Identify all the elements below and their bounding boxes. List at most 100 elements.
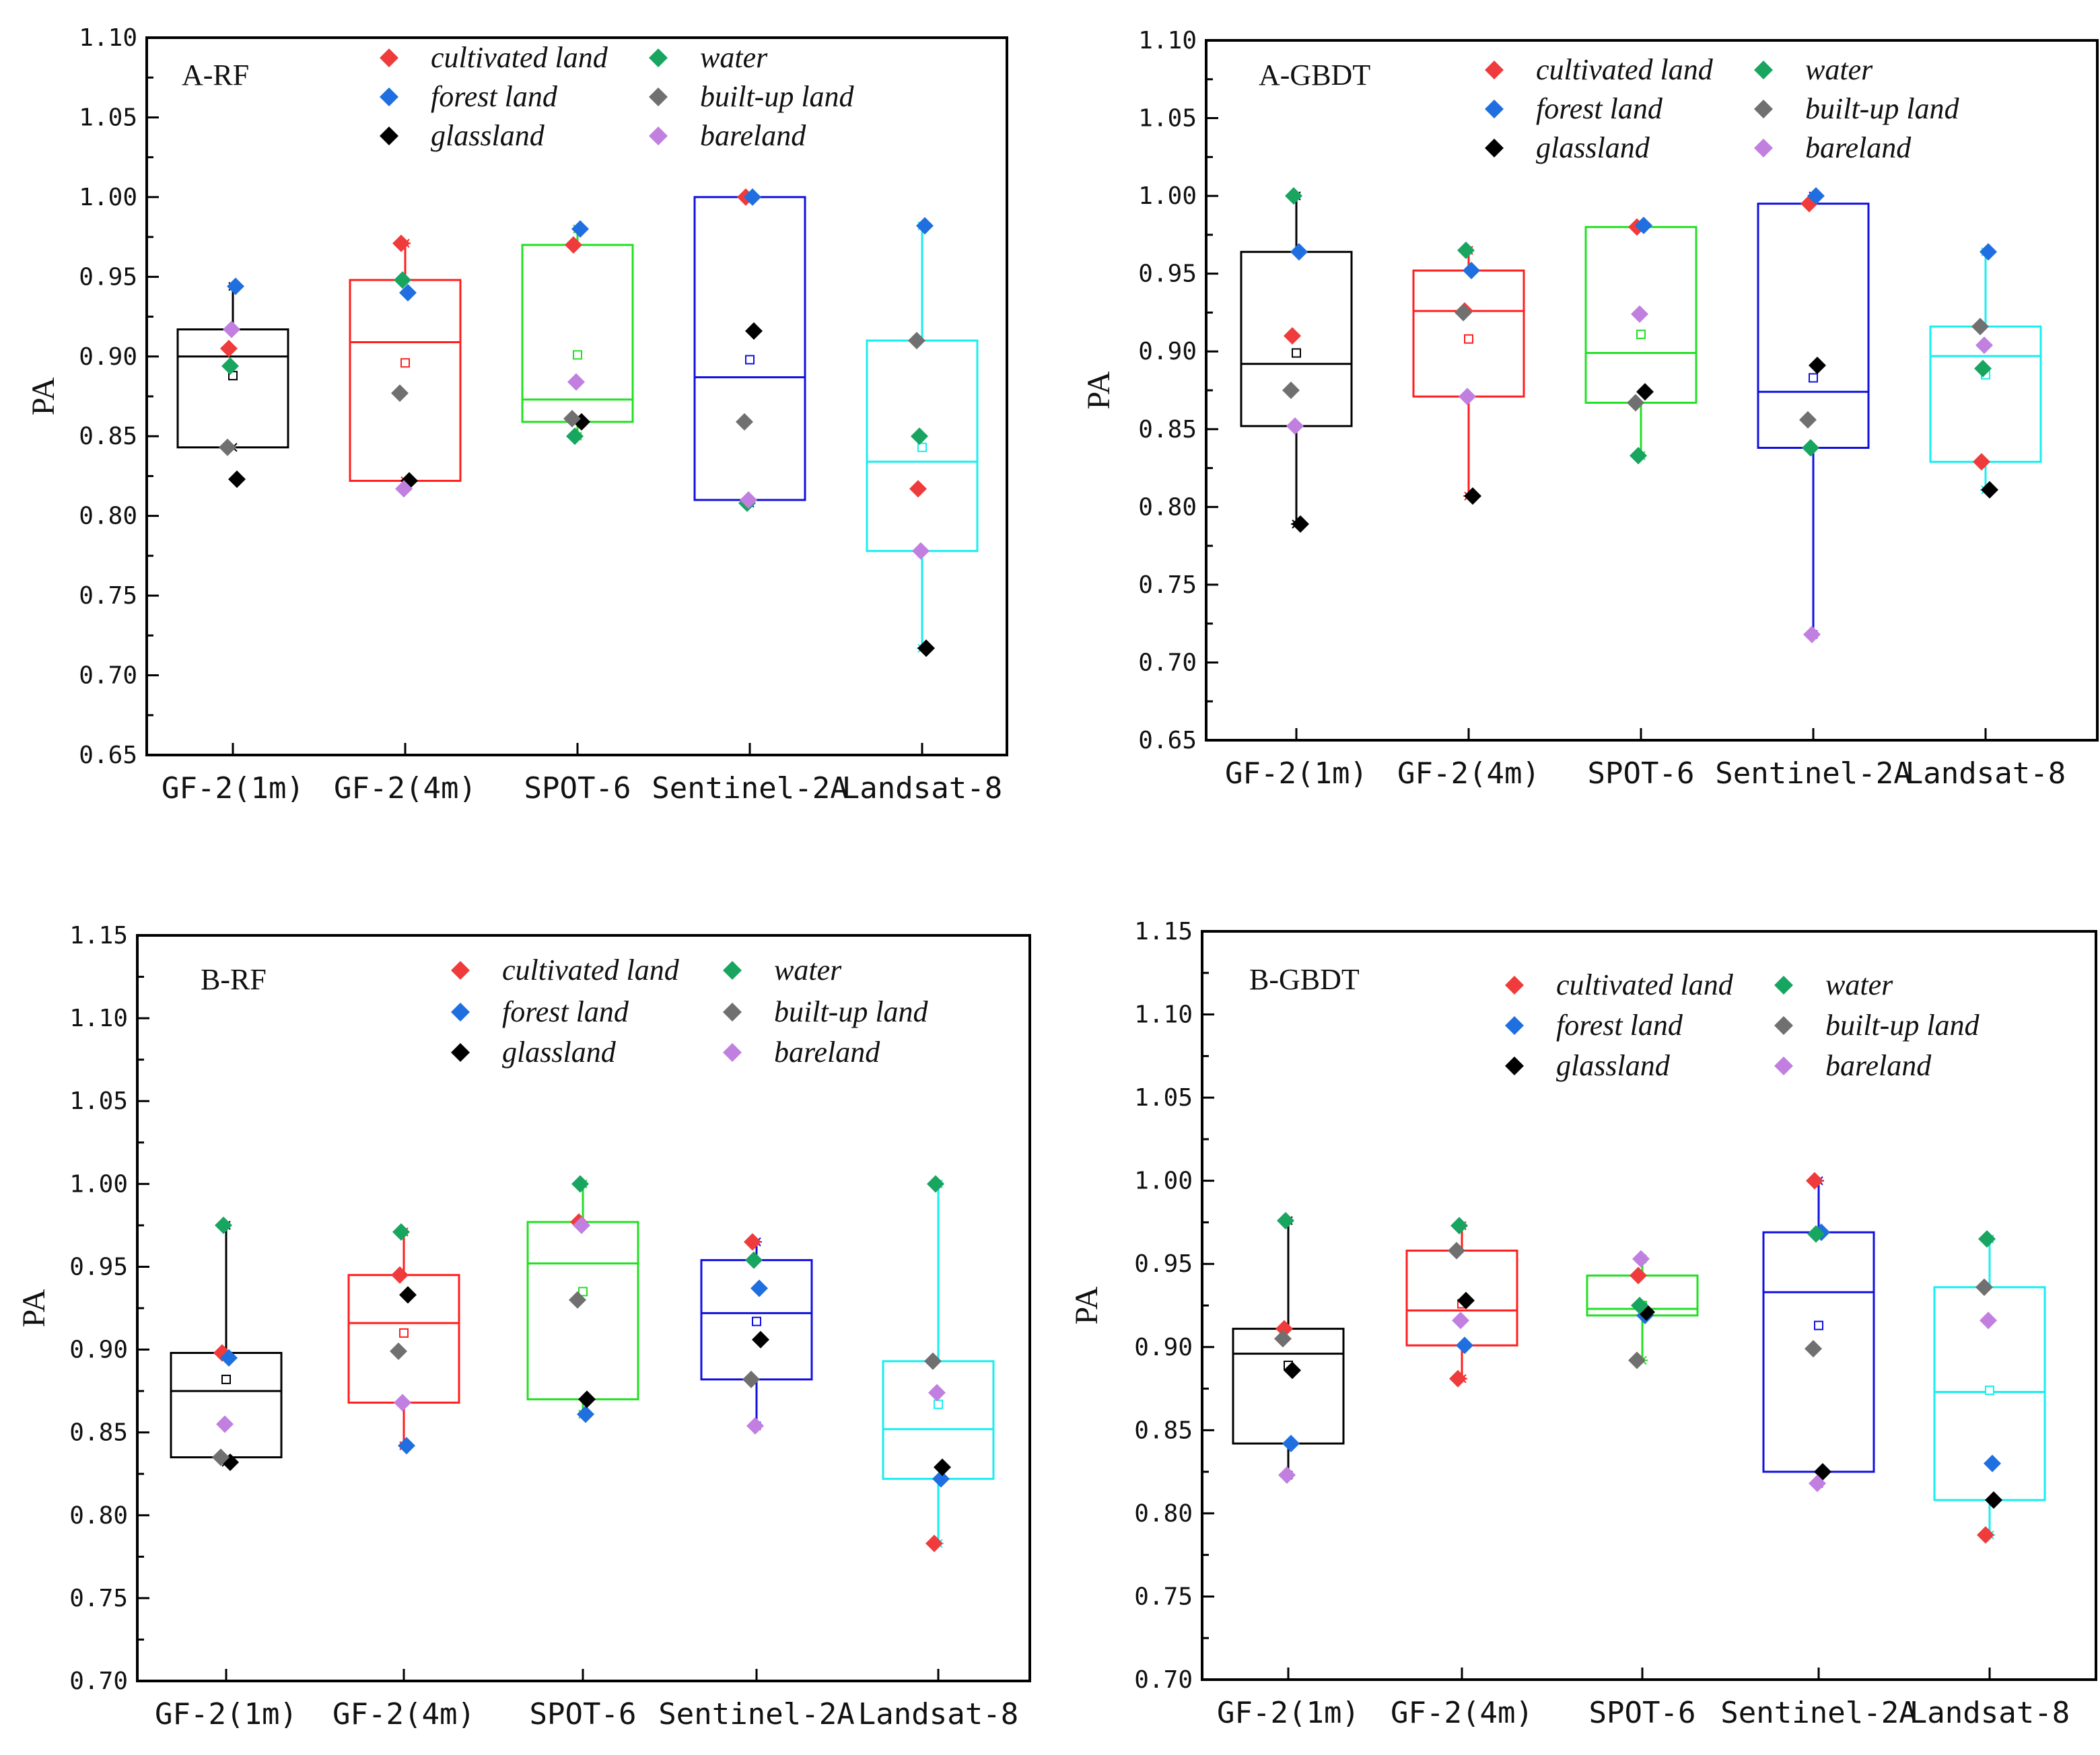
point-glassland	[578, 1390, 596, 1408]
legend: cultivated land water forest land built-up …	[451, 954, 929, 1069]
y-tick-label: 0.90	[69, 1336, 128, 1364]
mean-marker	[1985, 1386, 1994, 1396]
legend-marker-bareland	[723, 1043, 742, 1062]
box-landsat-8: Landsat-8	[842, 217, 1002, 805]
legend-label-bareland: bareland	[1825, 1049, 1932, 1082]
point-cultivated-land	[1449, 1369, 1467, 1388]
y-tick-label: 1.15	[69, 922, 128, 950]
x-tick-label: GF-2(1m)	[155, 1697, 298, 1731]
point-glassland	[917, 639, 935, 657]
y-tick-label: 0.95	[1134, 1250, 1193, 1278]
legend-label-forest-land: forest land	[1556, 1009, 1683, 1042]
point-forest-land	[1980, 243, 1997, 261]
point-water	[392, 1223, 410, 1241]
point-water	[566, 427, 584, 445]
point-built-up-land	[212, 1448, 230, 1466]
point-bareland	[1980, 1312, 1997, 1330]
panel-b-rf: 0.70 0.75 0.80 0.85 0.90 0.95 1.00 1.05 1.10 1.15…	[16, 922, 1031, 1731]
legend-marker-forest-land	[451, 1003, 470, 1022]
point-bareland	[1286, 417, 1304, 435]
point-water	[1630, 447, 1647, 465]
x-tick-label: GF-2(4m)	[332, 1697, 475, 1731]
y-tick-label: 1.00	[1134, 1168, 1193, 1195]
panel-title: A-GBDT	[1259, 59, 1370, 92]
point-glassland	[934, 1458, 951, 1476]
point-water	[1631, 1297, 1648, 1314]
box-sentinel-2a: Sentinel-2A	[658, 1233, 855, 1731]
point-forest-land	[227, 277, 244, 295]
point-forest-land	[1463, 262, 1480, 280]
legend-marker-cultivated-land	[1485, 61, 1504, 79]
point-water	[745, 1251, 763, 1269]
point-bareland	[1452, 1312, 1469, 1330]
point-forest-land	[1456, 1336, 1473, 1355]
point-water	[1285, 187, 1302, 205]
point-water	[927, 1175, 944, 1193]
y-axis-title: PA	[1081, 371, 1117, 409]
point-water	[221, 357, 239, 375]
y-tick-label: 1.10	[79, 24, 137, 52]
box-sentinel-2a: Sentinel-2A	[1720, 1172, 1917, 1730]
point-glassland	[1985, 1491, 2002, 1509]
point-cultivated-land	[1630, 1266, 1647, 1285]
y-tick-label: 0.75	[79, 582, 137, 610]
panel-title: A-RF	[182, 59, 249, 92]
y-axis-title: PA	[26, 377, 61, 415]
point-glassland	[399, 1286, 417, 1304]
x-tick-label: GF-2(4m)	[1391, 1696, 1533, 1730]
legend-label-water: water	[1805, 53, 1873, 86]
box-gf-2-1m: GF-2(1m)	[1225, 187, 1368, 791]
y-tick-label: 0.85	[69, 1419, 128, 1447]
point-water	[1450, 1217, 1468, 1235]
legend-label-water: water	[700, 41, 768, 74]
point-cultivated-land	[909, 480, 927, 498]
legend-marker-bareland	[649, 127, 668, 145]
point-glassland	[752, 1330, 769, 1349]
point-water	[394, 271, 411, 289]
legend-marker-glassland	[1485, 139, 1504, 157]
legend-marker-cultivated-land	[1505, 976, 1524, 995]
legend-label-cultivated-land: cultivated land	[431, 41, 608, 74]
point-bareland	[1631, 305, 1648, 323]
point-forest-land	[220, 1349, 238, 1367]
box-iqr	[1412, 269, 1525, 398]
y-tick-label: 1.10	[1134, 1001, 1193, 1029]
legend-marker-built-up-land	[1774, 1016, 1793, 1035]
box-iqr	[693, 196, 806, 501]
y-tick-label: 0.90	[1134, 1334, 1193, 1361]
point-cultivated-land	[1284, 327, 1301, 345]
y-axis-title: PA	[1069, 1286, 1105, 1324]
point-glassland	[1809, 357, 1826, 375]
point-built-up-land	[1448, 1242, 1465, 1260]
point-cultivated-land	[391, 1266, 409, 1284]
point-glassland	[1464, 487, 1481, 505]
point-built-up-land	[1799, 410, 1817, 429]
y-tick-label: 0.80	[69, 1502, 128, 1530]
box-gf-2-1m: GF-2(1m)	[155, 1216, 298, 1731]
box-gf-2-4m: GF-2(4m)	[332, 1223, 475, 1731]
legend-marker-water	[649, 48, 668, 67]
box-iqr	[1757, 203, 1870, 450]
y-tick-label: 0.75	[1138, 571, 1197, 599]
panel-a-gbdt: 0.65 0.70 0.75 0.80 0.85 0.90 0.95 1.00 1.05 1.10…	[1081, 27, 2099, 791]
point-forest-land	[750, 1279, 768, 1297]
point-built-up-land	[1805, 1340, 1822, 1358]
y-tick-label: 0.70	[1138, 649, 1197, 676]
box-gf-2-1m: GF-2(1m)	[162, 277, 304, 805]
point-built-up-land	[742, 1370, 760, 1388]
point-water	[1807, 1225, 1825, 1243]
legend: cultivated land water forest land built-up …	[380, 41, 855, 152]
y-tick-label: 0.65	[1138, 727, 1197, 754]
point-forest-land	[1807, 187, 1825, 205]
panel-title: B-RF	[201, 963, 267, 996]
point-cultivated-land	[925, 1534, 943, 1552]
point-water	[1457, 242, 1475, 259]
point-built-up-land	[391, 384, 409, 402]
y-tick-label: 0.95	[79, 263, 137, 291]
y-tick-label: 0.90	[1138, 338, 1197, 365]
box-gf-2-1m: GF-2(1m)	[1217, 1211, 1360, 1730]
box-iqr	[882, 1360, 995, 1480]
y-tick-label: 0.90	[79, 343, 137, 371]
box-spot-6: SPOT-6	[1586, 1250, 1699, 1730]
y-tick-label: 0.95	[69, 1253, 128, 1281]
